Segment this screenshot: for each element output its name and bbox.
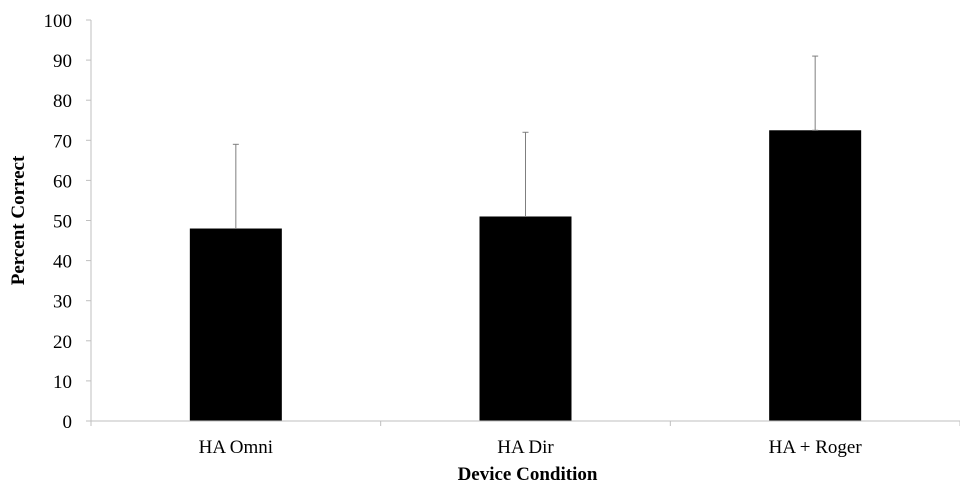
x-axis-title: Device Condition — [458, 464, 598, 485]
bars-group — [189, 130, 862, 421]
x-tick-label: HA + Roger — [769, 437, 863, 458]
y-tick-label: 100 — [44, 11, 73, 32]
y-axis-title: Percent Correct — [8, 155, 29, 285]
y-tick-label: 70 — [53, 131, 72, 152]
x-axis-tick-labels: HA Omni HA Dir HA + Roger — [199, 437, 863, 458]
y-tick-label: 90 — [53, 51, 72, 72]
y-tick-label: 80 — [53, 91, 72, 112]
y-tick-label: 50 — [53, 212, 72, 233]
bar — [769, 130, 862, 421]
y-tick-label: 10 — [53, 372, 72, 393]
bar — [189, 228, 282, 421]
x-tick-label: HA Omni — [199, 437, 273, 458]
y-tick-label: 30 — [53, 292, 72, 313]
error-bars-group — [232, 55, 819, 230]
x-tick-label: HA Dir — [497, 437, 554, 458]
y-tick-label: 0 — [63, 412, 73, 433]
y-axis-ticks: 0 10 20 30 40 50 60 70 80 90 100 — [44, 11, 960, 433]
y-tick-label: 40 — [53, 252, 72, 273]
bar — [479, 216, 572, 421]
y-tick-label: 20 — [53, 332, 72, 353]
y-tick-label: 60 — [53, 171, 72, 192]
